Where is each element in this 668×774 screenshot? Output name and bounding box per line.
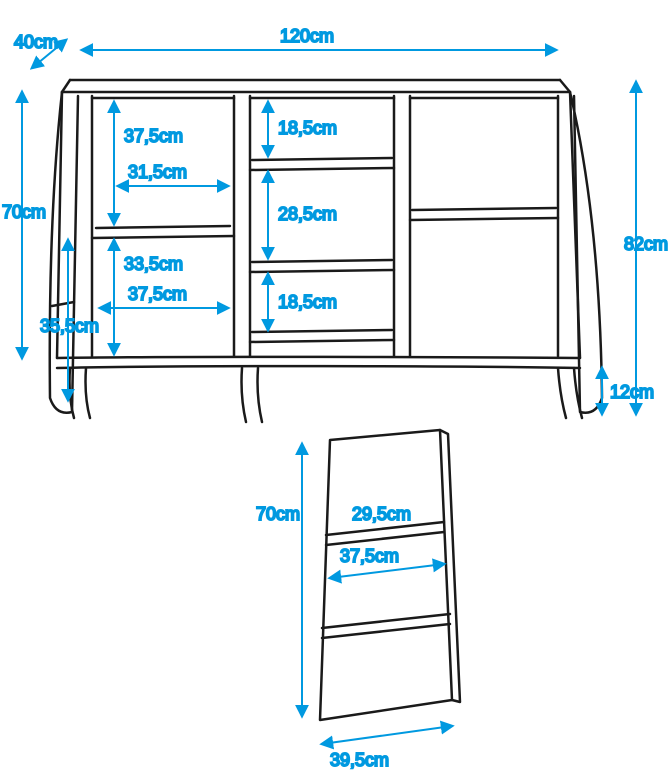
- dimension-annotations: 40cm 120cm 70cm 82cm 12cm 37,5cm 31,5cm …: [2, 26, 668, 770]
- dim-left-lower: 33,5cm: [124, 254, 183, 274]
- dim-left-upper: 37,5cm: [124, 126, 183, 146]
- dim-mid-upper: 18,5cm: [278, 118, 337, 138]
- dim-leg-height: 12cm: [610, 382, 654, 402]
- dim-door-mid: 29,5cm: [352, 504, 411, 524]
- dim-mid-lower: 18,5cm: [278, 292, 337, 312]
- dim-door-height: 70cm: [256, 504, 300, 524]
- dim-door-width: 39,5cm: [330, 750, 389, 770]
- door-panel-sketch: [320, 430, 460, 720]
- dim-inner-height: 70cm: [2, 202, 46, 222]
- dim-depth: 40cm: [14, 32, 58, 52]
- furniture-dimension-diagram: 40cm 120cm 70cm 82cm 12cm 37,5cm 31,5cm …: [0, 0, 668, 774]
- dim-door-shelf-w: 37,5cm: [340, 546, 399, 566]
- dim-left-door-lower-h: 35,5cm: [40, 316, 99, 336]
- dim-left-shelf-w: 31,5cm: [128, 162, 187, 182]
- dim-left-door-shelf-w: 37,5cm: [128, 284, 187, 304]
- dim-width: 120cm: [280, 26, 334, 46]
- dim-outer-height: 82cm: [624, 234, 668, 254]
- dim-mid-mid: 28,5cm: [278, 204, 337, 224]
